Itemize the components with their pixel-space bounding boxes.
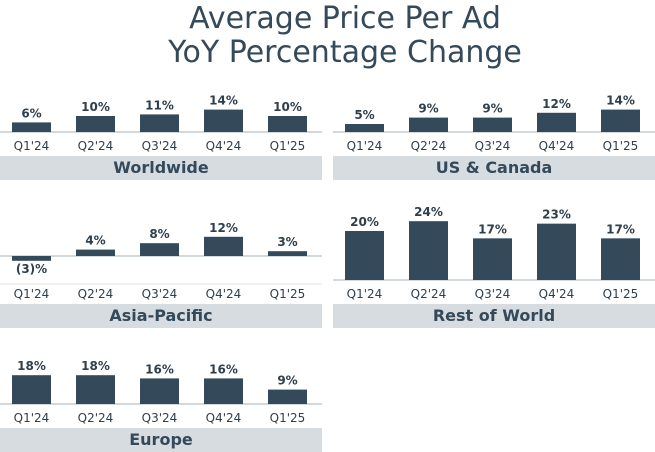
bar-q424 [204, 378, 243, 404]
tick-label-q324: Q3'24 [142, 287, 178, 301]
chart-us-canada: 5% Q1'24 9% Q2'24 9% Q3'24 12% Q4'24 14% Q1'25 [333, 94, 655, 153]
tick-label-q125: Q1'25 [270, 139, 306, 153]
bar-q125 [601, 109, 640, 132]
bar-q324 [473, 238, 512, 280]
bar-q224 [76, 116, 115, 132]
region-label-asia-pacific: Asia-Pacific [0, 304, 322, 328]
data-label-q224: 10% [81, 100, 110, 114]
data-label-q324: 16% [145, 362, 174, 376]
tick-label-q424: Q4'24 [206, 411, 242, 425]
tick-label-q424: Q4'24 [539, 287, 575, 301]
bar-q424 [204, 236, 243, 256]
data-label-q124: 6% [21, 106, 41, 120]
tick-label-q424: Q4'24 [206, 139, 242, 153]
tick-label-q224: Q2'24 [411, 287, 447, 301]
panel-worldwide: 6% Q1'24 10% Q2'24 11% Q3'24 14% Q4'24 10% Q1'25 … [0, 70, 322, 180]
panel-asia-pacific: (3)% Q1'24 4% Q2'24 8% Q3'24 12% Q4'24 3% Q1'25 A… [0, 196, 322, 328]
tick-label-q124: Q1'24 [14, 287, 50, 301]
bar-q124 [12, 256, 51, 261]
bar-q124 [12, 375, 51, 404]
tick-label-q424: Q4'24 [206, 287, 242, 301]
data-label-q424: 23% [542, 208, 571, 222]
data-label-q424: 12% [209, 221, 238, 235]
tick-label-q324: Q3'24 [142, 139, 178, 153]
bar-q424 [537, 112, 576, 132]
data-label-q124: 20% [350, 215, 379, 229]
tick-label-q125: Q1'25 [270, 411, 306, 425]
bar-q324 [140, 378, 179, 404]
region-label-rest-of-world: Rest of World [333, 304, 655, 328]
region-label-us-canada: US & Canada [333, 156, 655, 180]
tick-label-q125: Q1'25 [270, 287, 306, 301]
bar-q324 [140, 114, 179, 132]
chart-worldwide: 6% Q1'24 10% Q2'24 11% Q3'24 14% Q4'24 10% Q1'25 [0, 94, 322, 153]
panel-europe: 18% Q1'24 18% Q2'24 16% Q3'24 16% Q4'24 9% Q1'25 … [0, 336, 322, 452]
panel-rest-of-world: 20% Q1'24 24% Q2'24 17% Q3'24 23% Q4'24 17% Q1'25… [333, 186, 655, 328]
tick-label-q124: Q1'24 [14, 411, 50, 425]
data-label-q124: 18% [17, 359, 46, 373]
bar-q224 [409, 221, 448, 280]
tick-label-q324: Q3'24 [475, 139, 511, 153]
data-label-q124: 5% [354, 108, 374, 122]
data-label-q324: 9% [482, 102, 502, 116]
tick-label-q124: Q1'24 [347, 139, 383, 153]
data-label-q124: (3)% [16, 262, 47, 276]
tick-label-q424: Q4'24 [539, 139, 575, 153]
panel-us-canada: 5% Q1'24 9% Q2'24 9% Q3'24 12% Q4'24 14% Q1'25 US… [333, 70, 655, 180]
bar-q324 [140, 243, 179, 256]
data-label-q324: 11% [145, 98, 174, 112]
tick-label-q324: Q3'24 [142, 411, 178, 425]
chart-europe: 18% Q1'24 18% Q2'24 16% Q3'24 16% Q4'24 9% Q1'25 [0, 359, 322, 425]
data-label-q324: 8% [149, 227, 169, 241]
chart-title-line-1: Average Price Per Ad [189, 1, 501, 36]
bar-q224 [76, 249, 115, 256]
chart-title-line-2: YoY Percentage Change [168, 35, 522, 70]
data-label-q125: 3% [277, 235, 297, 249]
data-label-q125: 14% [606, 94, 635, 108]
tick-label-q224: Q2'24 [78, 287, 114, 301]
data-label-q424: 12% [542, 97, 571, 111]
data-label-q125: 10% [273, 100, 302, 114]
bar-q424 [204, 109, 243, 132]
bar-q324 [473, 117, 512, 132]
tick-label-q224: Q2'24 [411, 139, 447, 153]
bar-q124 [12, 122, 51, 132]
tick-label-q125: Q1'25 [603, 287, 639, 301]
bar-q224 [409, 117, 448, 132]
data-label-q424: 16% [209, 362, 238, 376]
bar-q125 [268, 389, 307, 404]
region-label-worldwide: Worldwide [0, 156, 322, 180]
chart-asia-pacific: (3)% Q1'24 4% Q2'24 8% Q3'24 12% Q4'24 3% Q1'25 [0, 221, 322, 301]
tick-label-q224: Q2'24 [78, 139, 114, 153]
region-label-europe: Europe [0, 428, 322, 452]
bar-q125 [268, 116, 307, 132]
data-label-q224: 18% [81, 359, 110, 373]
bar-q125 [268, 251, 307, 256]
bar-q224 [76, 375, 115, 404]
tick-label-q324: Q3'24 [475, 287, 511, 301]
tick-label-q124: Q1'24 [14, 139, 50, 153]
bar-q124 [345, 124, 384, 132]
data-label-q125: 9% [277, 374, 297, 388]
tick-label-q124: Q1'24 [347, 287, 383, 301]
bar-q424 [537, 223, 576, 280]
data-label-q224: 4% [85, 234, 105, 248]
data-label-q424: 14% [209, 94, 238, 108]
tick-label-q125: Q1'25 [603, 139, 639, 153]
bar-q125 [601, 238, 640, 280]
data-label-q224: 9% [418, 102, 438, 116]
data-label-q125: 17% [606, 222, 635, 236]
tick-label-q224: Q2'24 [78, 411, 114, 425]
data-label-q324: 17% [478, 222, 507, 236]
data-label-q224: 24% [414, 205, 443, 219]
chart-rest-of-world: 20% Q1'24 24% Q2'24 17% Q3'24 23% Q4'24 17% Q1'25 [333, 205, 655, 301]
bar-q124 [345, 231, 384, 280]
